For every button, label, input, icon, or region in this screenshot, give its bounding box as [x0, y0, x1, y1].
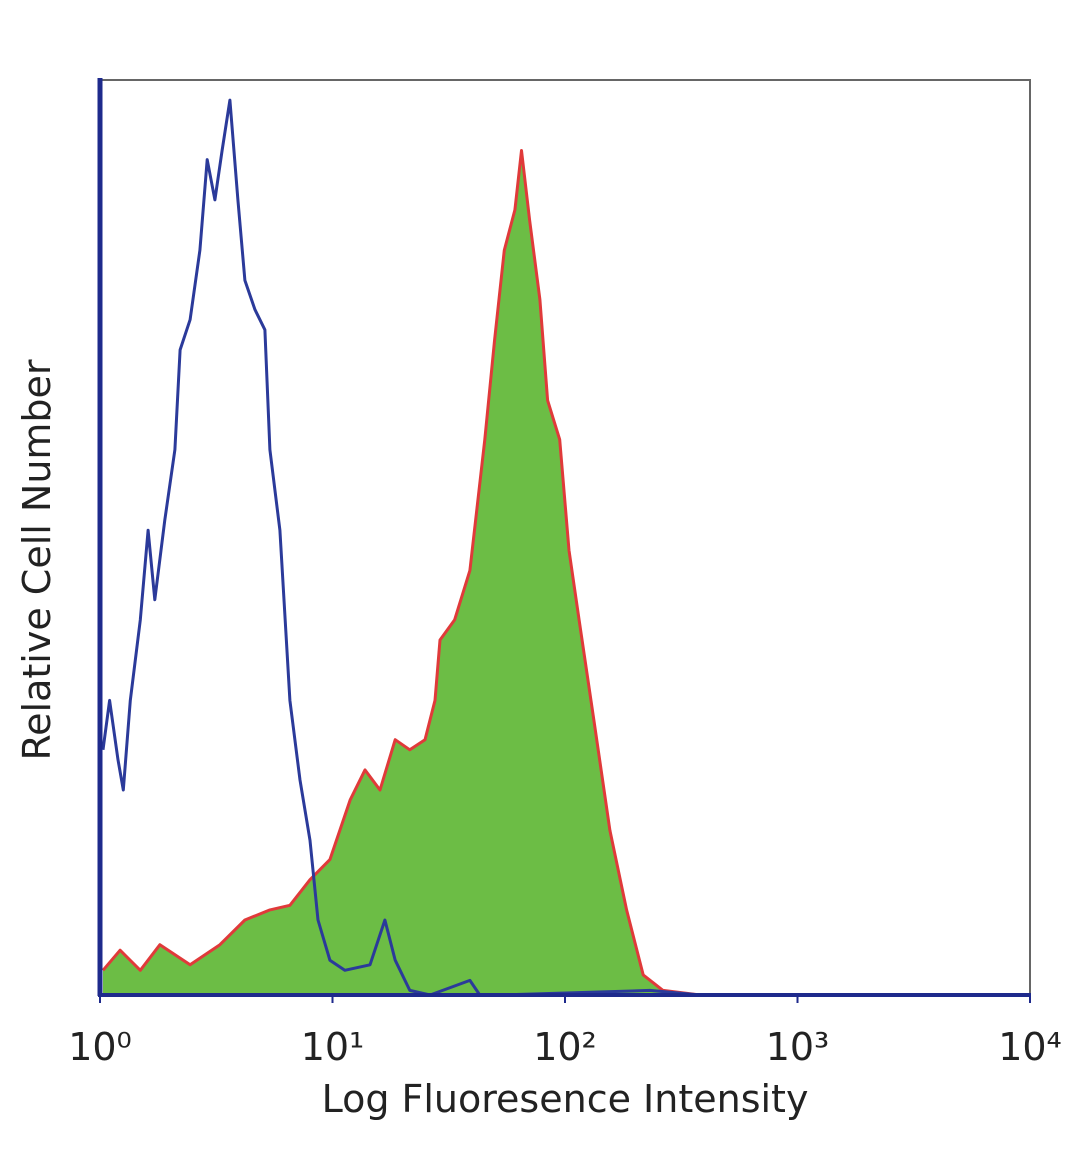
histogram-area: [103, 150, 701, 995]
marks: [101, 98, 1030, 997]
x-tick-label: 10²: [533, 1025, 597, 1069]
histogram-line: [101, 149, 701, 997]
x-tick-label: 10¹: [301, 1025, 365, 1069]
histogram-line: [101, 98, 1030, 997]
x-tick-label: 10⁴: [998, 1025, 1062, 1069]
x-axis-label: Log Fluoresence Intensity: [322, 1077, 809, 1121]
x-tick-label: 10³: [766, 1025, 830, 1069]
y-axis-label: Relative Cell Number: [15, 359, 59, 760]
x-tick-label: 10⁰: [68, 1025, 132, 1069]
